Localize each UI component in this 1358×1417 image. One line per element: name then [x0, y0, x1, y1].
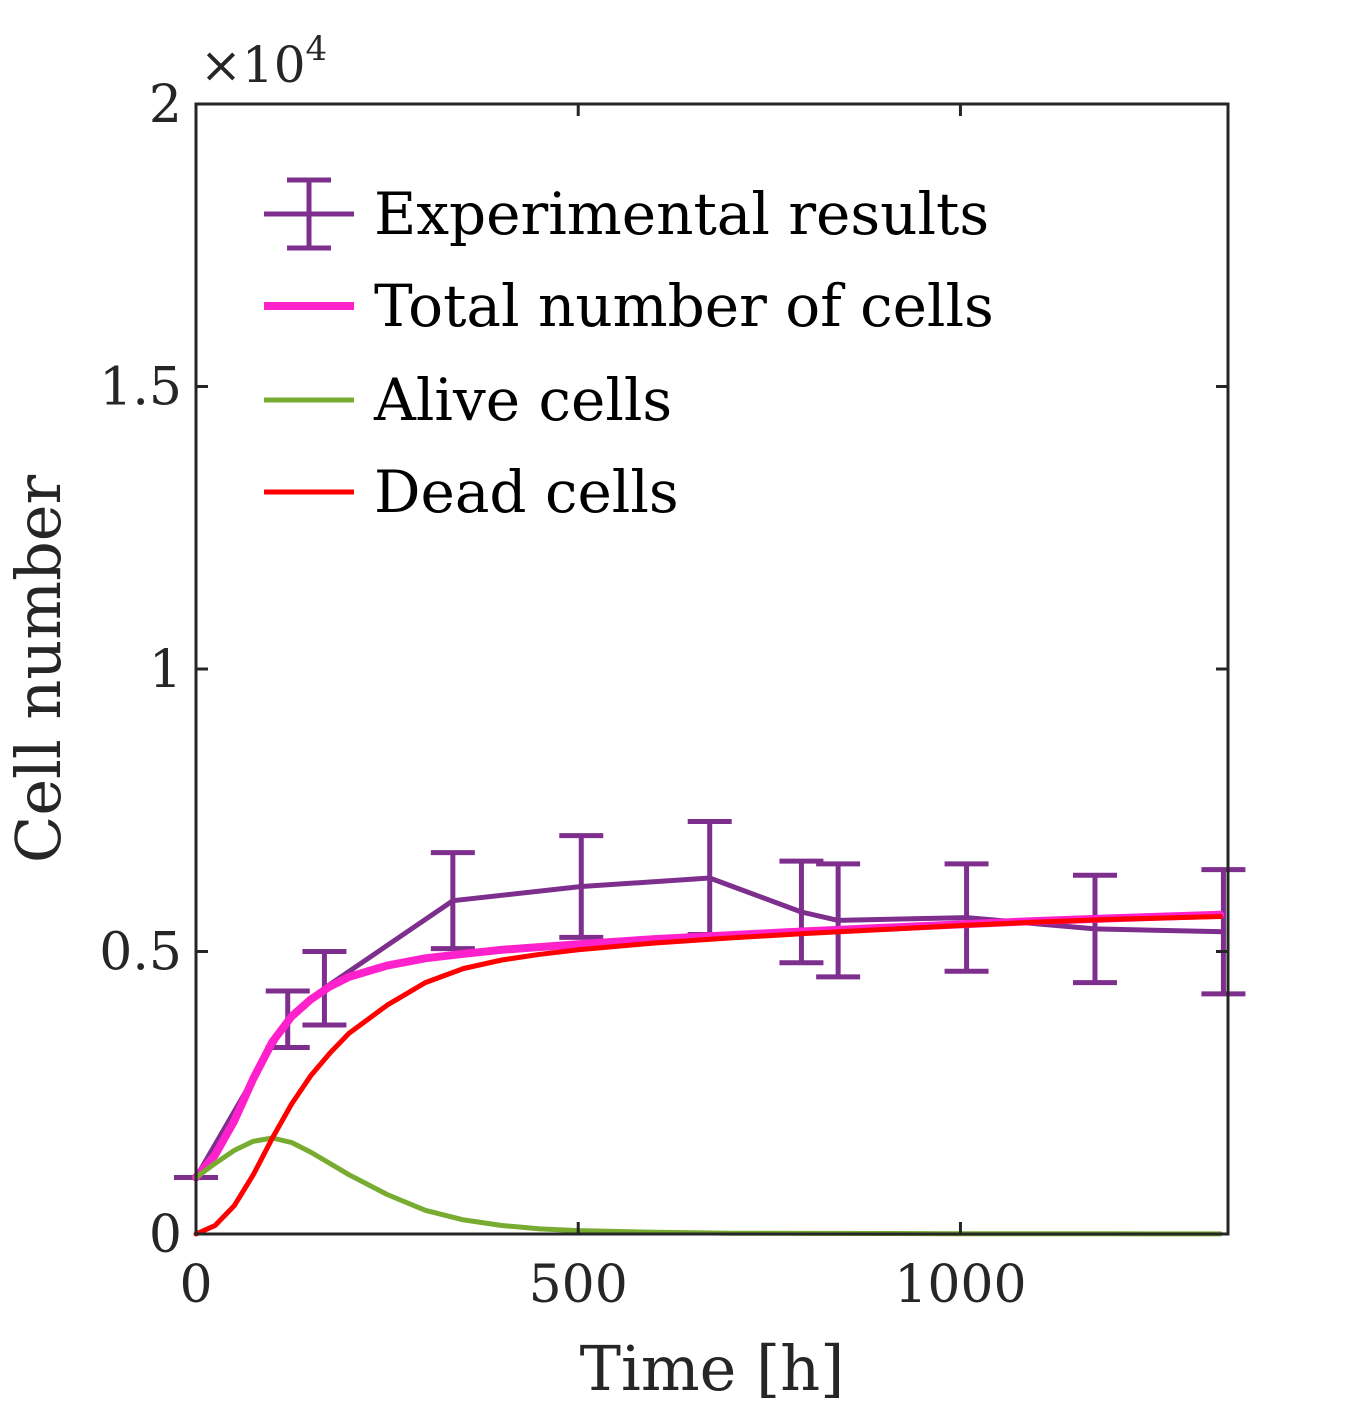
- x-tick-label: 0: [179, 1255, 212, 1315]
- legend-item: Dead cells: [264, 458, 679, 526]
- error-bar: [430, 850, 475, 952]
- y-tick-label: 0: [149, 1205, 182, 1265]
- x-axis-label: Time [h]: [580, 1332, 845, 1405]
- y-exponent-label: ×104: [200, 29, 327, 94]
- y-tick-label: 1: [149, 640, 182, 700]
- y-tick-label: 0.5: [99, 923, 182, 983]
- legend-item: Total number of cells: [264, 272, 994, 340]
- series-3: [193, 914, 1223, 1237]
- error-bar: [559, 833, 604, 940]
- tick-layer: 0 500 1000 0 0.5 1 1.5 2: [99, 75, 1228, 1315]
- error-bar: [816, 861, 861, 980]
- x-tick-label: 500: [529, 1255, 628, 1315]
- legend-label: Dead cells: [374, 458, 679, 526]
- legend: Experimental results Total number of cell…: [264, 177, 994, 526]
- y-exponent-base: ×10: [200, 36, 306, 94]
- legend-item: Experimental results: [264, 177, 989, 251]
- legend-label: Alive cells: [373, 366, 672, 434]
- x-tick-label: 1000: [894, 1255, 1026, 1315]
- error-bar: [779, 858, 824, 966]
- legend-label: Experimental results: [374, 180, 989, 248]
- legend-item: Alive cells: [264, 366, 672, 434]
- y-tick-label: 2: [149, 75, 182, 135]
- error-bar: [1201, 867, 1246, 997]
- error-bar: [944, 861, 989, 974]
- y-axis-label: Cell number: [2, 475, 75, 864]
- y-exponent-power: 4: [306, 29, 328, 69]
- error-bar: [1072, 872, 1117, 986]
- y-tick-label: 1.5: [99, 358, 182, 418]
- series-line: [193, 914, 1223, 1237]
- legend-label: Total number of cells: [374, 272, 994, 340]
